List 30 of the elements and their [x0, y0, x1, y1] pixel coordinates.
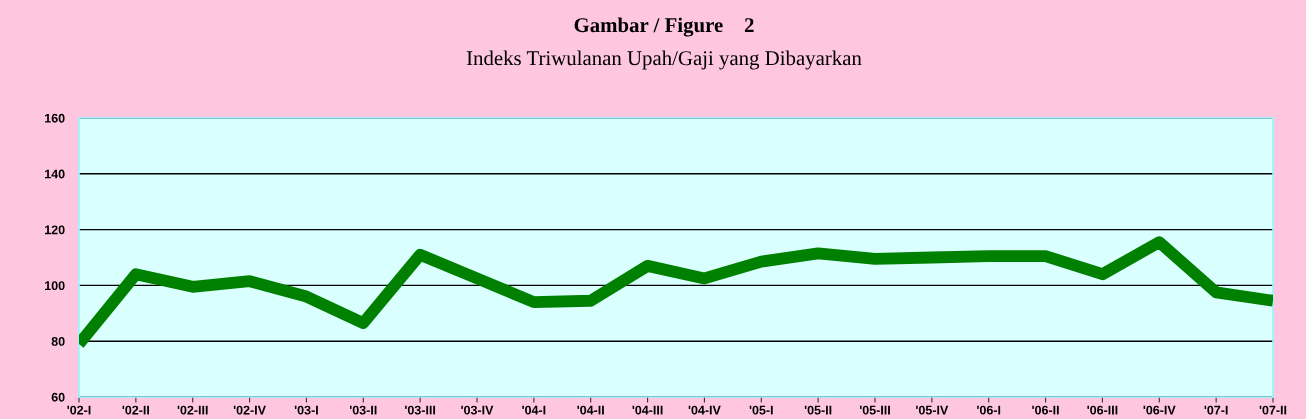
- x-tick-label: '03-III: [405, 405, 436, 415]
- x-tick-label: '03-I: [294, 405, 318, 415]
- x-tick-label: '03-II: [349, 405, 377, 415]
- x-tick-label: '07-I: [1204, 405, 1228, 415]
- x-tick-label: '06-III: [1087, 405, 1118, 415]
- x-tick-label: '06-IV: [1143, 405, 1176, 415]
- y-tick-label: 120: [45, 225, 65, 235]
- x-tick-label: '02-I: [67, 405, 91, 415]
- x-tick-label: '04-III: [632, 405, 663, 415]
- chart-title: Gambar / Figure 2: [574, 17, 754, 37]
- y-tick-label: 140: [45, 169, 65, 179]
- y-tick-label: 60: [51, 392, 65, 402]
- x-tick-label: '04-IV: [688, 405, 721, 415]
- x-tick-label: '06-II: [1032, 405, 1059, 415]
- x-tick-label: '02-II: [122, 405, 150, 415]
- x-tick-label: '02-IV: [233, 405, 266, 415]
- x-tick-label: '06-I: [977, 405, 1001, 415]
- y-tick-label: 160: [45, 113, 65, 123]
- x-tick-label: '05-I: [749, 405, 773, 415]
- y-tick-label: 80: [51, 337, 65, 346]
- x-tick-label: '07-II: [1259, 405, 1287, 415]
- x-tick-label: '04-II: [577, 405, 604, 415]
- x-tick-label: '05-III: [859, 405, 890, 415]
- x-tick-label: '05-II: [804, 405, 832, 415]
- y-tick-label: 100: [45, 281, 65, 291]
- chart-subtitle: Indeks Triwulanan Upah/Gaji yang Dibayarkan: [466, 50, 862, 70]
- x-tick-label: '05-IV: [916, 405, 949, 415]
- x-tick-label: '04-I: [522, 405, 546, 415]
- x-tick-label: '02-III: [177, 405, 208, 415]
- x-tick-label: '03-IV: [461, 405, 494, 415]
